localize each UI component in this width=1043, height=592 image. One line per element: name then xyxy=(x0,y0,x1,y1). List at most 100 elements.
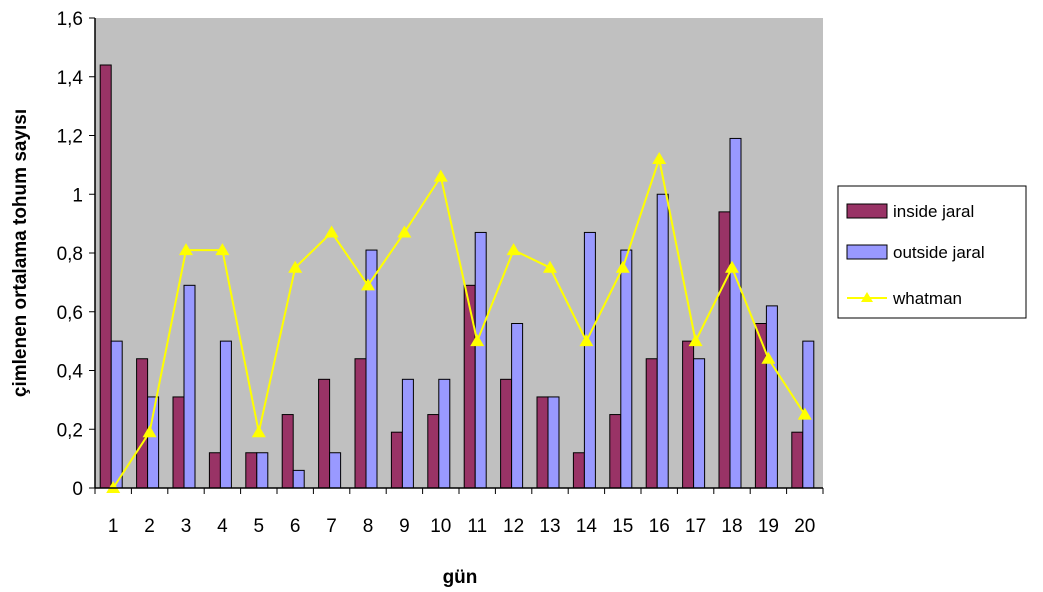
tick-labels: 00,20,40,60,811,21,41,61 2 3 4 5 6 7 8 9 10 11 12 13… xyxy=(57,9,816,537)
x-tick-label-7: 7 xyxy=(326,516,337,537)
bar-outside-jaral-6 xyxy=(292,469,305,489)
marker-whatman-4 xyxy=(215,243,230,256)
bar-inside-jaral-6 xyxy=(281,414,294,489)
bar-inside-jaral-11 xyxy=(463,284,476,489)
bar-outside-jaral-3 xyxy=(183,284,196,489)
bar-outside-jaral-9 xyxy=(401,378,414,489)
y-tick-label-1,2: 1,2 xyxy=(57,127,83,148)
bar-inside-jaral-18 xyxy=(718,211,731,489)
bar-outside-jaral-4 xyxy=(219,340,232,489)
bar-inside-jaral-15 xyxy=(609,414,622,489)
legend-swatch-inside-jaral xyxy=(846,203,888,219)
x-tick-label-10: 10 xyxy=(430,516,451,537)
marker-whatman-1 xyxy=(106,481,121,493)
bar-inside-jaral-20 xyxy=(791,431,804,489)
marker-whatman-7 xyxy=(324,225,339,238)
y-tick-label-0: 0 xyxy=(72,479,83,500)
plot-area xyxy=(95,18,823,488)
y-tick-label-0,8: 0,8 xyxy=(57,244,83,265)
bar-inside-jaral-4 xyxy=(208,452,221,489)
marker-whatman-20 xyxy=(797,407,812,420)
marker-whatman-8 xyxy=(361,278,375,291)
marker-whatman-17 xyxy=(688,334,703,347)
legend-label-whatman: whatman xyxy=(892,289,962,308)
bar-outside-jaral-1 xyxy=(110,340,123,489)
bar-outside-jaral-10 xyxy=(438,378,451,489)
x-tick-label-20: 20 xyxy=(794,516,815,537)
axes-layer xyxy=(89,17,824,494)
x-tick-label-12: 12 xyxy=(503,516,524,537)
bar-inside-jaral-17 xyxy=(682,340,695,489)
x-tick-label-4: 4 xyxy=(217,516,228,537)
legend: inside jaral outside jaral whatman xyxy=(837,185,1027,319)
bar-inside-jaral-8 xyxy=(354,358,367,489)
marker-whatman-5 xyxy=(251,425,266,438)
marker-whatman-15 xyxy=(615,260,630,273)
bar-outside-jaral-14 xyxy=(583,231,596,489)
legend-label-outside-jaral: outside jaral xyxy=(893,243,985,262)
bar-outside-jaral-12 xyxy=(511,323,524,489)
x-tick-label-2: 2 xyxy=(144,516,155,537)
bar-inside-jaral-13 xyxy=(536,396,549,489)
x-tick-label-5: 5 xyxy=(254,516,265,537)
legend-swatch-whatman-marker xyxy=(861,292,873,302)
bar-outside-jaral-5 xyxy=(256,452,269,489)
x-tick-label-18: 18 xyxy=(721,516,742,537)
marker-whatman-9 xyxy=(397,225,412,238)
x-tick-label-11: 11 xyxy=(467,516,487,537)
y-tick-label-0,2: 0,2 xyxy=(57,420,83,441)
x-axis-title: gün xyxy=(443,567,478,588)
marker-whatman-10 xyxy=(433,169,448,182)
x-tick-label-3: 3 xyxy=(181,516,192,537)
bar-inside-jaral-12 xyxy=(500,378,513,489)
marker-whatman-13 xyxy=(543,260,557,273)
y-tick-label-1,6: 1,6 xyxy=(57,9,83,30)
x-tick-label-13: 13 xyxy=(539,516,560,537)
x-tick-label-19: 19 xyxy=(758,516,779,537)
bar-outside-jaral-19 xyxy=(765,305,778,489)
bar-inside-jaral-5 xyxy=(245,452,258,489)
bar-outside-jaral-7 xyxy=(329,452,342,489)
bar-outside-jaral-15 xyxy=(620,249,633,489)
bar-outside-jaral-17 xyxy=(693,358,706,489)
bar-outside-jaral-11 xyxy=(474,231,487,489)
x-tick-label-16: 16 xyxy=(649,516,670,537)
x-tick-label-15: 15 xyxy=(612,516,633,537)
y-tick-label-0,6: 0,6 xyxy=(57,303,83,324)
legend-label-inside-jaral: inside jaral xyxy=(893,202,974,221)
x-tick-label-9: 9 xyxy=(399,516,410,537)
marker-whatman-2 xyxy=(142,425,157,438)
bar-inside-jaral-9 xyxy=(390,431,403,489)
x-tick-label-17: 17 xyxy=(685,516,706,537)
marker-whatman-12 xyxy=(506,243,521,256)
x-tick-label-6: 6 xyxy=(290,516,301,537)
x-tick-label-8: 8 xyxy=(363,516,374,537)
line-layer xyxy=(106,152,812,493)
bar-inside-jaral-1 xyxy=(99,64,112,489)
bar-outside-jaral-16 xyxy=(656,193,669,489)
bar-outside-jaral-13 xyxy=(547,396,560,489)
y-tick-label-1,4: 1,4 xyxy=(57,68,84,89)
bar-inside-jaral-3 xyxy=(172,396,185,489)
line-whatman xyxy=(112,155,806,489)
bar-inside-jaral-7 xyxy=(318,378,331,489)
marker-whatman-16 xyxy=(652,152,667,164)
marker-whatman-19 xyxy=(761,351,776,364)
x-tick-label-1: 1 xyxy=(108,516,119,537)
y-axis-title: çimlenen ortalama tohum sayısı xyxy=(10,109,31,397)
marker-whatman-18 xyxy=(725,260,739,273)
marker-whatman-3 xyxy=(179,243,193,256)
y-tick-label-1: 1 xyxy=(72,185,83,206)
bar-inside-jaral-14 xyxy=(572,452,585,489)
marker-whatman-11 xyxy=(470,334,485,347)
bar-inside-jaral-2 xyxy=(136,358,149,489)
bar-inside-jaral-16 xyxy=(645,358,658,489)
marker-whatman-6 xyxy=(288,260,303,273)
legend-swatch-outside-jaral xyxy=(846,244,888,260)
marker-whatman-14 xyxy=(579,334,594,347)
bar-outside-jaral-18 xyxy=(729,137,742,489)
bar-inside-jaral-10 xyxy=(427,414,440,489)
bars-layer xyxy=(99,64,815,489)
y-tick-label-0,4: 0,4 xyxy=(57,362,84,383)
